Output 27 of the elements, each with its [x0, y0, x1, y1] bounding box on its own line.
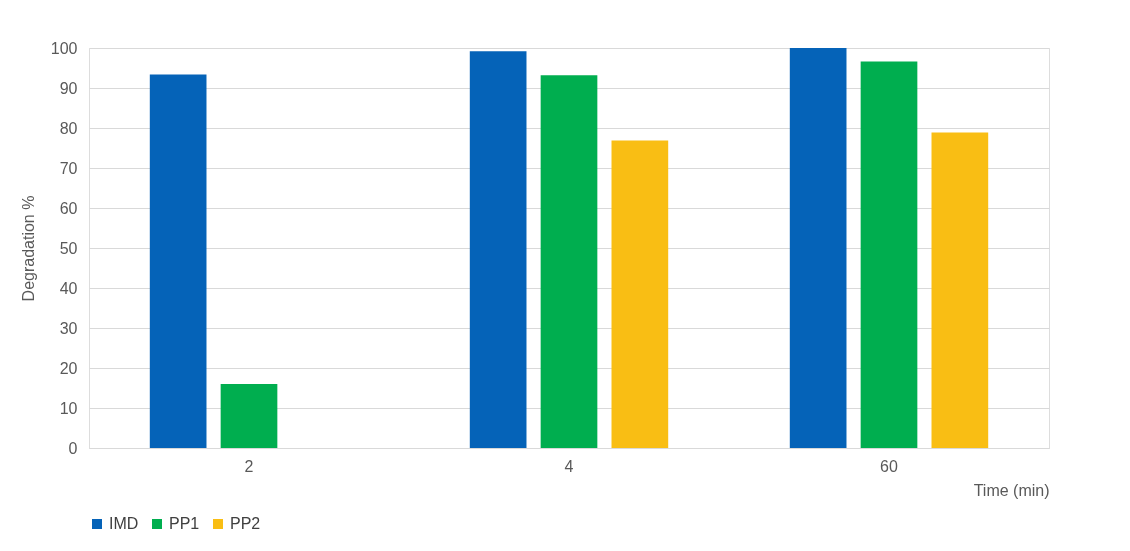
bar [789, 48, 847, 448]
y-tick-label: 0 [68, 439, 78, 457]
y-tick-label: 100 [50, 39, 78, 57]
y-tick-label: 30 [59, 319, 78, 337]
bar [220, 384, 278, 448]
bar [540, 75, 598, 448]
legend-label: IMD [109, 515, 139, 532]
y-tick-label: 20 [59, 359, 78, 377]
legend-label: PP1 [169, 515, 200, 532]
y-tick-label: 80 [59, 119, 78, 137]
bar [469, 51, 527, 448]
y-tick-label: 50 [59, 239, 78, 257]
legend-label: PP2 [230, 515, 261, 532]
bar [931, 132, 989, 448]
y-tick-label: 60 [59, 199, 78, 217]
x-tick-label: 2 [244, 457, 254, 475]
x-axis-title: Time (min) [973, 481, 1050, 499]
x-tick-label: 60 [880, 457, 898, 475]
bar [149, 74, 207, 448]
y-tick-label: 90 [59, 79, 78, 97]
bar [611, 140, 669, 448]
bar [860, 61, 918, 448]
y-tick-label: 70 [59, 159, 78, 177]
x-tick-label: 4 [564, 457, 574, 475]
y-tick-label: 40 [59, 279, 78, 297]
y-tick-label: 10 [59, 399, 78, 417]
y-axis-title: Degradation % [19, 195, 37, 302]
